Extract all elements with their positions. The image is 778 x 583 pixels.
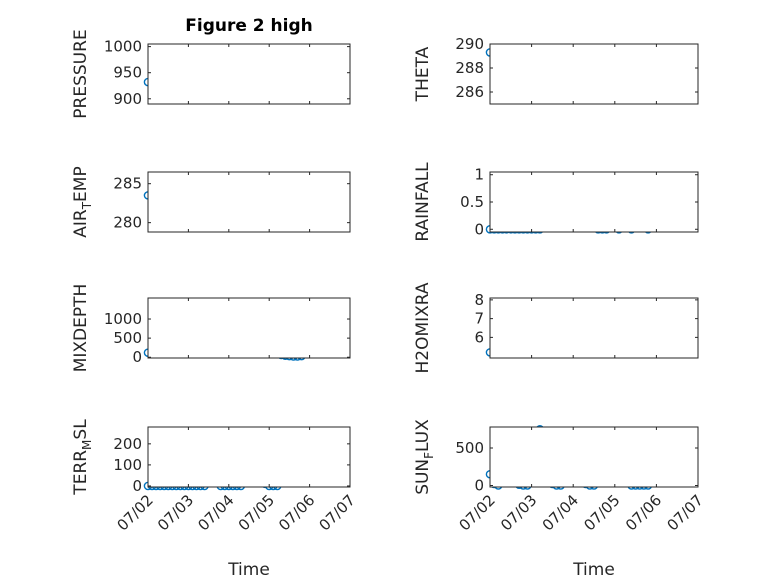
y-tick-label: 0 xyxy=(132,477,142,495)
y-axis-label: TERRMSL xyxy=(71,419,94,496)
y-tick-label: 280 xyxy=(113,214,142,232)
axes-frame xyxy=(147,426,351,488)
y-axis-label: PRESSURE xyxy=(71,29,91,118)
x-tick-label: 07/04 xyxy=(539,491,582,534)
subplot-6: 678 H2OMIXRA xyxy=(413,282,699,374)
y-axis-label: H2OMIXRA xyxy=(413,282,433,373)
subplot-3: 280 285 AIRTEMP xyxy=(71,166,351,238)
axes-frame xyxy=(489,43,699,105)
x-axis-label: Time xyxy=(572,560,615,580)
y-tick-label: 7 xyxy=(474,310,484,328)
axes-frame xyxy=(489,426,699,488)
y-tick-label: 200 xyxy=(113,435,142,453)
x-tick-label: 07/07 xyxy=(316,491,359,534)
x-tick-label: 07/05 xyxy=(580,491,623,534)
chart-title: Figure 2 high xyxy=(185,16,313,36)
axes-frame xyxy=(489,171,699,233)
y-tick-label: 6 xyxy=(474,328,484,346)
y-tick-label: 290 xyxy=(455,35,484,53)
x-tick-label: 07/06 xyxy=(275,491,318,534)
y-tick-label: 1 xyxy=(474,166,484,184)
axes-frame xyxy=(147,171,351,233)
y-tick-label: 100 xyxy=(113,456,142,474)
y-tick-label: 286 xyxy=(455,83,484,101)
y-axis-label: THETA xyxy=(413,46,433,102)
x-tick-label: 07/06 xyxy=(622,491,665,534)
x-tick-label: 07/02 xyxy=(114,491,157,534)
x-tick-label: 07/03 xyxy=(497,491,540,534)
y-axis-label: RAINFALL xyxy=(413,162,433,242)
y-tick-label: 0 xyxy=(474,477,484,495)
y-tick-label: 0 xyxy=(132,348,142,366)
x-tick-label: 07/04 xyxy=(194,491,237,534)
axes-frame xyxy=(147,297,351,359)
y-tick-label: 0 xyxy=(474,220,484,238)
y-axis-label: MIXDEPTH xyxy=(71,284,91,373)
y-tick-label: 950 xyxy=(113,64,142,82)
y-tick-label: 500 xyxy=(113,329,142,347)
y-axis-label: SUNFLUX xyxy=(413,419,436,495)
y-axis-label: AIRTEMP xyxy=(71,166,94,237)
x-tick-label: 07/05 xyxy=(235,491,278,534)
y-tick-label: 0.5 xyxy=(460,193,484,211)
x-axis-label: Time xyxy=(227,560,270,580)
axes-frame xyxy=(147,43,351,105)
subplot-1: 900 950 1000 PRESSURE Figure 2 high xyxy=(71,16,351,119)
axes-frame xyxy=(489,297,699,359)
y-tick-label: 1000 xyxy=(104,310,142,328)
x-tick-label: 07/03 xyxy=(154,491,197,534)
x-tick-label: 07/02 xyxy=(456,491,499,534)
y-tick-label: 285 xyxy=(113,175,142,193)
subplot-2: 286 288 290 THETA xyxy=(413,35,699,105)
y-tick-label: 288 xyxy=(455,59,484,77)
y-tick-label: 8 xyxy=(474,291,484,309)
y-tick-label: 500 xyxy=(455,439,484,457)
subplot-4: 0 0.5 1 RAINFALL xyxy=(413,162,699,242)
x-tick-label: 07/07 xyxy=(664,491,707,534)
y-tick-label: 1000 xyxy=(104,38,142,56)
y-tick-label: 900 xyxy=(113,90,142,108)
